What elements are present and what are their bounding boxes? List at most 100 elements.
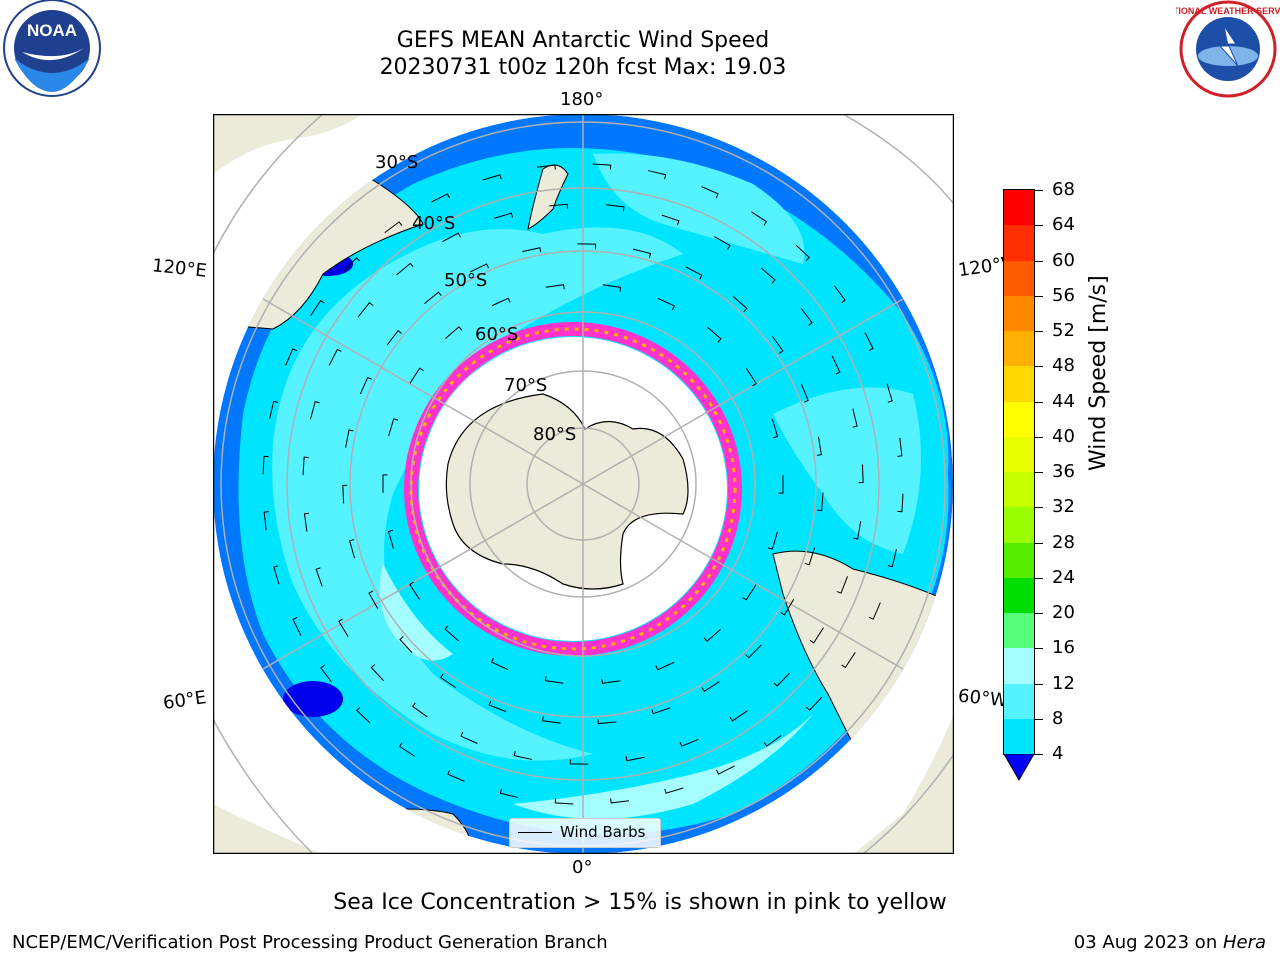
wind-barb [269,400,279,420]
legend-line-icon [518,832,552,833]
colorbar-tick-label: 68 [1052,179,1075,200]
colorbar-segment [1004,401,1034,438]
wind-barb [771,335,784,354]
wind-barb [491,297,511,307]
wind-barb [343,257,361,272]
map-title: GEFS MEAN Antarctic Wind Speed [396,28,770,53]
colorbar [1003,189,1035,755]
colorbar-segment [1004,472,1034,508]
corner-land-bottom-right [853,714,954,854]
lat-label-50s: 50°S [444,270,488,291]
wind-barb [833,285,846,304]
map-legend: Wind Barbs [509,818,661,848]
wind-barb [836,576,848,594]
colorbar-tick-mark [1035,648,1043,650]
wind-barb [778,475,784,494]
colorbar-label: Wind Speed [m/s] [1086,275,1111,471]
wind-barb [569,759,589,765]
colorbar-tick-mark [1035,295,1043,297]
wind-barb [577,243,597,249]
wind-barb [761,267,776,284]
lat-label-60s: 60°S [475,324,519,345]
colorbar-tick-label: 32 [1052,496,1075,518]
wind-barb [382,474,388,493]
wind-barb [605,204,625,212]
wind-barb [655,661,675,671]
wind-barb [804,547,816,566]
wind-barb [388,418,399,437]
wind-barb [460,731,478,744]
lon-label-60w: 60°W [957,685,1009,712]
lon-label-top: 180° [560,89,604,110]
wind-barb [831,355,841,375]
wind-barb [773,672,791,687]
wind-barb [349,539,356,559]
colorbar-tick-label: 36 [1052,461,1075,482]
lon-label-bottom: 0° [572,857,593,878]
colorbar-tick-mark [1035,225,1043,227]
wind-barb [729,710,748,722]
wind-barb [852,408,858,428]
colorbar-tick-label: 60 [1052,249,1075,271]
wind-barb [398,742,415,757]
wind-barb [763,734,782,747]
wind-barb [431,193,450,203]
wind-barb [602,284,622,292]
colorbar-segment [1004,648,1034,684]
wind-field-12-16-west [272,227,683,761]
wind-barb [751,211,768,226]
colorbar-tick-label: 44 [1052,390,1075,412]
wind-barb [409,367,424,384]
colorbar-tick-mark [1035,190,1043,191]
colorbar-segment [1004,225,1034,261]
colorbar-segment [1004,718,1034,755]
colorbar-tick-label: 24 [1052,566,1075,588]
wind-barb [800,308,813,326]
wind-barb [370,664,385,682]
wind-barb [887,548,897,568]
colorbar-tick-label: 64 [1052,214,1075,236]
wind-barb [384,221,403,234]
wind-barb [897,437,903,457]
colorbar-tick-label: 52 [1052,320,1075,341]
map-svg [213,114,954,854]
sea-ice-note: Sea Ice Concentration > 15% is shown in … [333,890,947,915]
wind-barb [601,678,621,684]
colorbar-tick-mark [1035,401,1043,403]
sea-ice-edge-yellow [409,327,737,651]
wind-barb [714,236,731,250]
wind-barb [447,769,465,782]
wind-barb [342,484,348,504]
wind-barb [542,716,561,724]
wind-barb [285,348,298,366]
wind-barb [554,798,574,805]
wind-barb [545,284,565,290]
map-border [213,114,954,854]
wind-barb [886,383,893,403]
wind-barb [732,296,748,313]
colorbar-segment [1004,507,1034,543]
wind-barb [263,511,269,531]
wind-barb [440,673,456,689]
wind-barb [549,203,569,209]
wind-barb [302,456,309,476]
colorbar-tick-mark [1035,366,1043,368]
wind-barb [470,263,489,273]
colorbar-tick-label: 8 [1052,707,1064,729]
wind-barb [795,244,810,262]
colorbar-tick-label: 16 [1052,637,1075,659]
colorbar-segment [1004,260,1034,297]
wind-barb [320,664,333,683]
wind-barb [742,584,757,601]
wind-barb [703,628,721,642]
wind-barb [780,599,795,616]
wind-barb [701,681,720,692]
wind-barb [399,636,413,654]
wind-barb [412,702,428,718]
wind-barb [338,618,349,637]
wind-barb [310,299,325,316]
wind-barb [592,163,612,170]
antarctic-map [213,114,954,854]
national-weather-service-logo: NATIONAL WEATHER SERVICE [1161,0,1280,100]
wind-barb [597,719,617,725]
